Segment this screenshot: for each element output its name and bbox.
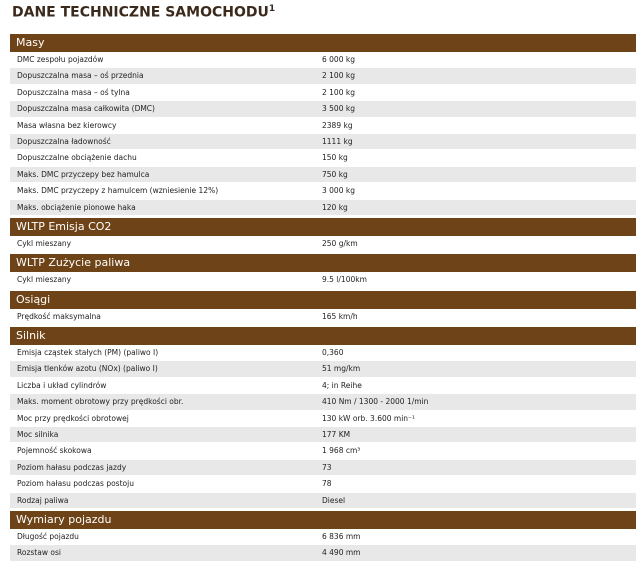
spec-value: 2 100 kg	[322, 87, 355, 97]
spec-label: Dopuszczalna masa – oś tylna	[17, 87, 130, 97]
spec-value: 6 000 kg	[322, 55, 355, 64]
spec-value: 2 100 kg	[322, 71, 355, 81]
spec-value: 750 kg	[322, 169, 348, 179]
section-header: Silnik	[10, 327, 636, 346]
spec-label: Rozstaw osi	[17, 548, 61, 558]
spec-label: DMC zespołu pojazdów	[17, 55, 104, 64]
spec-value: 4; in Reihe	[322, 380, 362, 390]
spec-row: Moc silnika 177 KM	[10, 427, 636, 444]
spec-label: Maks. obciążenie pionowe haka	[17, 202, 136, 212]
spec-row: Dopuszczalne obciążenie dachu 150 kg	[10, 150, 636, 167]
spec-value: 130 kW orb. 3.600 min⁻¹	[322, 413, 416, 423]
spec-row: Maks. obciążenie pionowe haka 120 kg	[10, 199, 636, 216]
spec-label: Dopuszczalna masa – oś przednia	[17, 71, 144, 81]
spec-row: Pojemność skokowa 1 968 cm³	[10, 443, 636, 460]
spec-row: Emisja cząstek stałych (PM) (paliwo I) 0,…	[10, 345, 636, 362]
spec-value: 0,360	[322, 348, 344, 358]
spec-label: Pojemność skokowa	[17, 446, 92, 456]
spec-row: Dopuszczalna masa – oś tylna 2 100 kg	[10, 85, 636, 102]
spec-value: 1 968 cm³	[322, 446, 361, 456]
spec-row: DMC zespołu pojazdów 6 000 kg	[10, 52, 636, 69]
spec-value: 4 490 mm	[322, 548, 361, 558]
spec-label: Masa własna bez kierowcy	[17, 120, 117, 130]
spec-value: Diesel	[322, 495, 346, 505]
spec-label: Długość pojazdu	[17, 531, 79, 541]
spec-label: Poziom hałasu podczas jazdy	[17, 462, 127, 472]
spec-row: Dopuszczalna ładowność 1111 kg	[10, 133, 636, 151]
spec-value: 6 836 mm	[322, 531, 361, 541]
section-header: Wymiary pojazdu	[10, 510, 636, 529]
spec-row: Poziom hałasu podczas jazdy 73	[10, 459, 636, 477]
section-header: Osiągi	[10, 290, 636, 309]
spec-row: Cykl mieszany 9.5 l/100km	[10, 272, 636, 289]
spec-label: Moc silnika	[17, 430, 59, 440]
spec-row: Emisja tlenków azotu (NOx) (paliwo I) 51 …	[10, 361, 636, 378]
title: DANE TECHNICZNE SAMOCHODU1	[12, 4, 275, 21]
spec-row: Maks. DMC przyczepy z hamulcem (wzniesie…	[10, 183, 636, 200]
spec-value: 177 KM	[322, 430, 351, 440]
spec-row: Liczba i układ cylindrów 4; in Reihe	[10, 378, 636, 395]
section-header: WLTP Emisja CO2	[10, 217, 636, 236]
spec-row: Maks. moment obrotowy przy prędkości obr…	[10, 394, 636, 411]
spec-row: Rodzaj paliwa Diesel	[10, 492, 636, 509]
spec-label: Dopuszczalna ładowność	[17, 136, 111, 146]
title-sup: 1	[268, 4, 276, 14]
spec-value: 150 kg	[322, 153, 348, 163]
spec-table: Masy DMC zespołu pojazdów 6 000 kg Dopuszcz…	[10, 32, 636, 562]
spec-label: Maks. DMC przyczepy z hamulcem (wzniesie…	[17, 186, 219, 196]
spec-value: 3 500 kg	[322, 104, 355, 114]
spec-label: Maks. moment obrotowy przy prędkości obr…	[17, 397, 184, 407]
spec-label: Maks. DMC przyczepy bez hamulca	[17, 169, 150, 179]
spec-row: Cykl mieszany 250 g/km	[10, 236, 636, 253]
spec-label: Liczba i układ cylindrów	[17, 380, 107, 390]
spec-value: 73	[322, 462, 332, 472]
spec-label: Prędkość maksymalna	[17, 311, 101, 321]
spec-row: Dopuszczalna masa całkowita (DMC) 3 500 k…	[10, 101, 636, 118]
spec-label: Dopuszczalna masa całkowita (DMC)	[17, 104, 155, 114]
spec-label: Cykl mieszany	[17, 238, 72, 248]
section-header: Masy	[10, 34, 636, 52]
spec-row: Rozstaw osi 4 490 mm	[10, 545, 636, 562]
spec-row: Moc przy prędkości obrotowej 130 kW orb. …	[10, 411, 636, 428]
spec-row: Dopuszczalna masa – oś przednia 2 100 kg	[10, 68, 636, 85]
section-header: WLTP Zużycie paliwa	[10, 254, 636, 273]
spec-label: Moc przy prędkości obrotowej	[17, 413, 129, 423]
spec-value: 120 kg	[322, 202, 348, 212]
spec-value: 2389 kg	[322, 120, 353, 130]
spec-row: Prędkość maksymalna 165 km/h	[10, 309, 636, 326]
spec-value: 51 mg/km	[322, 364, 361, 374]
spec-value: 165 km/h	[322, 311, 358, 321]
spec-value: 1111 kg	[322, 136, 353, 146]
spec-label: Emisja tlenków azotu (NOx) (paliwo I)	[17, 364, 158, 374]
spec-label: Rodzaj paliwa	[17, 495, 69, 505]
spec-label: Emisja cząstek stałych (PM) (paliwo I)	[17, 348, 159, 358]
spec-label: Poziom hałasu podczas postoju	[17, 479, 134, 489]
title-text: DANE TECHNICZNE SAMOCHODU	[12, 4, 269, 21]
spec-row: Masa własna bez kierowcy 2389 kg	[10, 118, 636, 134]
spec-row: Maks. DMC przyczepy bez hamulca 750 kg	[10, 166, 636, 184]
spec-row: Długość pojazdu 6 836 mm	[10, 529, 636, 546]
spec-label: Cykl mieszany	[17, 275, 72, 285]
spec-value: 410 Nm / 1300 - 2000 1/min	[322, 397, 429, 407]
spec-value: 78	[322, 479, 332, 489]
spec-value: 250 g/km	[322, 238, 358, 248]
spec-label: Dopuszczalne obciążenie dachu	[17, 153, 137, 163]
spec-value: 9.5 l/100km	[322, 275, 367, 285]
spec-value: 3 000 kg	[322, 186, 355, 196]
spec-row: Poziom hałasu podczas postoju 78	[10, 476, 636, 493]
